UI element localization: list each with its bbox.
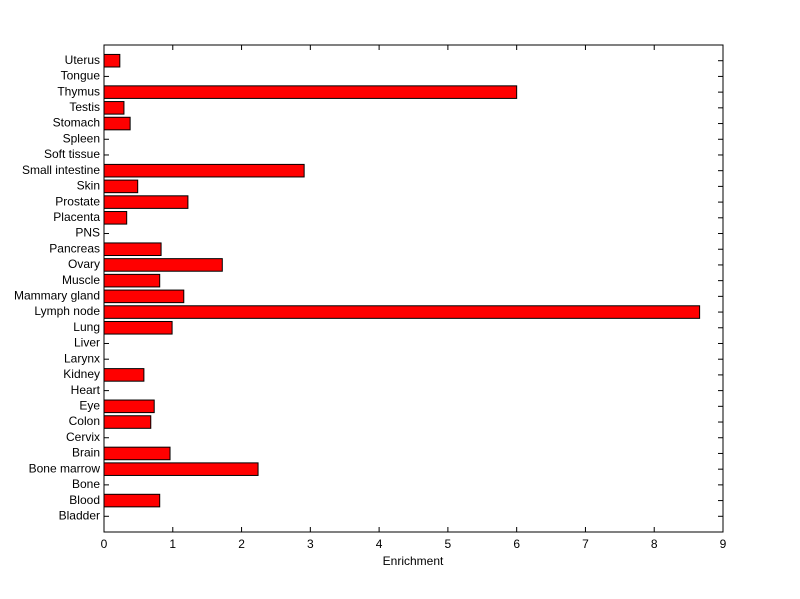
y-tick-label: Lymph node — [34, 304, 100, 318]
x-tick-label: 4 — [376, 537, 383, 551]
x-axis-label: Enrichment — [383, 554, 444, 568]
bar — [103, 493, 161, 508]
x-tick-label: 0 — [101, 537, 108, 551]
y-tick-label: PNS — [75, 226, 100, 240]
y-tick-label: Kidney — [63, 367, 100, 381]
bar — [103, 242, 162, 257]
y-tick-label: Soft tissue — [44, 147, 100, 161]
y-tick-label: Eye — [79, 398, 100, 412]
y-tick-label: Brain — [72, 446, 100, 460]
bar — [103, 85, 518, 99]
x-tick-label: 8 — [651, 537, 658, 551]
y-tick-label: Mammary gland — [14, 289, 100, 303]
plot-area — [103, 44, 724, 533]
y-tick-label: Larynx — [64, 351, 100, 365]
bar — [103, 446, 171, 461]
y-tick-label: Blood — [69, 493, 100, 507]
x-tick-label: 9 — [720, 537, 727, 551]
y-tick-label: Uterus — [65, 53, 100, 67]
x-tick-label: 3 — [307, 537, 314, 551]
y-tick-label: Placenta — [53, 210, 100, 224]
y-tick-label: Muscle — [62, 273, 100, 287]
y-tick-label: Lung — [73, 320, 100, 334]
y-tick-label: Thymus — [57, 84, 100, 98]
y-tick-label: Prostate — [55, 194, 100, 208]
x-tick-label: 1 — [169, 537, 176, 551]
bar — [103, 163, 305, 178]
y-tick-label: Colon — [69, 414, 100, 428]
bar — [103, 211, 128, 225]
bar — [103, 462, 259, 476]
bar — [103, 53, 121, 68]
y-tick-label: Heart — [71, 383, 101, 397]
x-tick-label: 6 — [513, 537, 520, 551]
y-tick-label: Bone — [72, 477, 100, 491]
bar — [103, 179, 139, 194]
x-tick-label: 7 — [582, 537, 589, 551]
y-tick-label: Stomach — [53, 116, 100, 130]
x-tick-label: 2 — [238, 537, 245, 551]
y-tick-label: Spleen — [63, 131, 100, 145]
bar — [103, 399, 155, 414]
bar — [103, 116, 131, 131]
y-tick-label: Tongue — [61, 69, 101, 83]
y-tick-label: Bladder — [59, 508, 100, 522]
bar — [103, 101, 125, 115]
bar — [103, 305, 701, 319]
bar — [103, 320, 173, 335]
y-tick-label: Small intestine — [22, 163, 100, 177]
y-tick-label: Pancreas — [49, 241, 100, 255]
y-tick-label: Bone marrow — [29, 461, 101, 475]
bar — [103, 289, 185, 304]
bar — [103, 368, 145, 382]
bar — [103, 415, 152, 429]
y-tick-label: Cervix — [66, 430, 100, 444]
bar — [103, 273, 161, 288]
y-tick-label: Testis — [69, 100, 100, 114]
y-tick-label: Liver — [74, 336, 100, 350]
x-tick-label: 5 — [445, 537, 452, 551]
y-tick-label: Ovary — [68, 257, 100, 271]
y-tick-label: Skin — [77, 179, 100, 193]
bar — [103, 195, 189, 209]
bar — [103, 258, 223, 272]
